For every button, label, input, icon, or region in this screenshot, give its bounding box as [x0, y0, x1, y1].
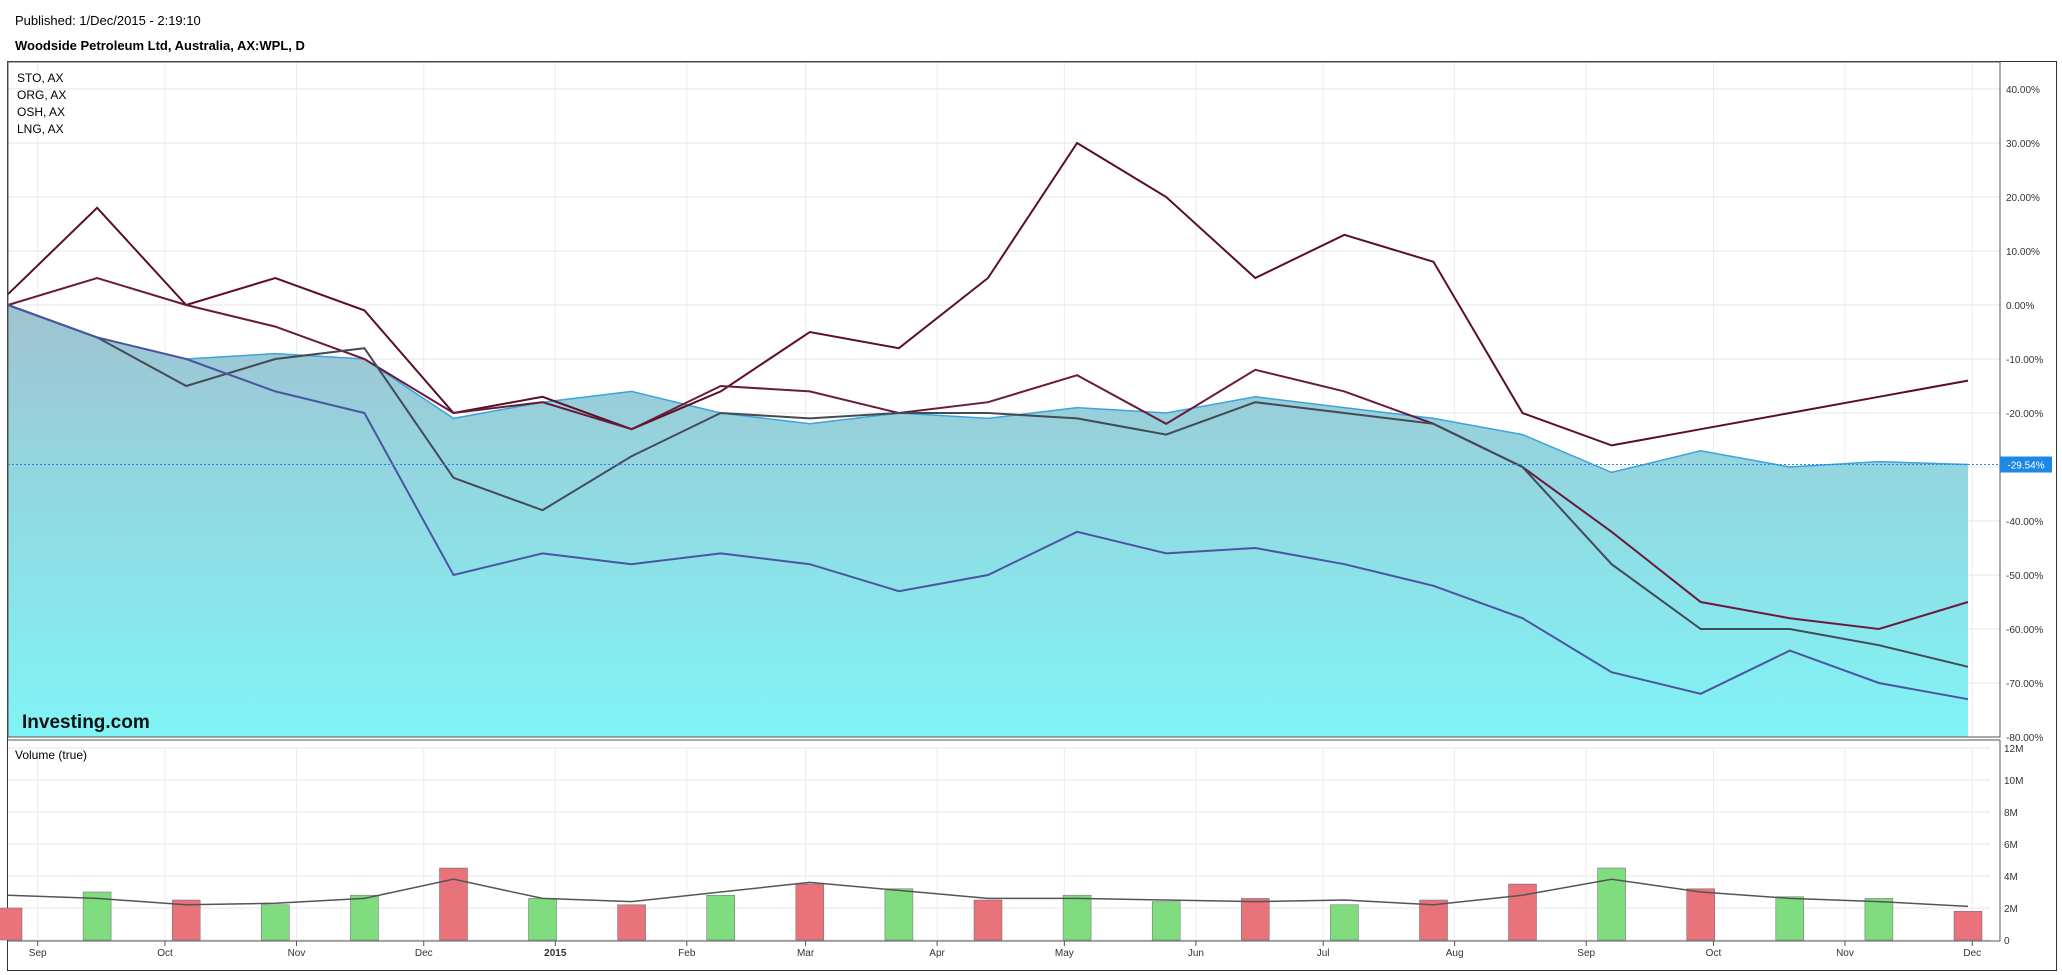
main-series-area [8, 305, 1968, 737]
volume-y-tick-label: 6M [2004, 840, 2018, 851]
y-tick-label: 0.00% [2006, 301, 2034, 312]
volume-bar [1508, 883, 1537, 941]
y-tick-label: 20.00% [2006, 193, 2040, 204]
x-tick-label: Oct [1706, 948, 1722, 959]
volume-bar [1151, 901, 1181, 941]
volume-bar [439, 867, 468, 941]
volume-moving-average [7, 878, 1969, 908]
volume-y-tick-label: 12M [2004, 744, 2023, 755]
y-tick-label: -40.00% [2006, 517, 2043, 528]
x-tick-label: Nov [288, 948, 306, 959]
x-tick-label: Aug [1446, 948, 1464, 959]
volume-bar [82, 891, 112, 941]
volume-y-tick-label: 2M [2004, 904, 2018, 915]
main-series-line [7, 304, 1969, 474]
volume-bar [0, 907, 23, 941]
volume-y-tick-label: 10M [2004, 776, 2023, 787]
y-tick-label: 30.00% [2006, 139, 2040, 150]
legend-item-osh: OSH, AX [17, 105, 65, 119]
y-tick-label: 10.00% [2006, 247, 2040, 258]
volume-bar [1330, 904, 1359, 941]
legend-item-sto: STO, AX [17, 71, 63, 85]
volume-bar [1241, 898, 1270, 941]
x-tick-label: Nov [1836, 948, 1854, 959]
volume-bar [171, 899, 201, 941]
x-tick-label: 2015 [544, 948, 567, 959]
x-tick-label: Sep [29, 948, 47, 959]
volume-bar [1419, 899, 1448, 941]
y-tick-label: -60.00% [2006, 625, 2043, 636]
series-line-osh [7, 304, 1969, 668]
x-tick-label: Feb [678, 948, 696, 959]
price-panel-border [7, 61, 2001, 738]
x-tick-label: Dec [415, 948, 433, 959]
volume-bar [528, 898, 557, 941]
last-value-label: -29.54% [2007, 461, 2044, 472]
volume-bar [795, 883, 825, 941]
volume-panel-title: Volume (true) [15, 748, 87, 762]
volume-bar [1686, 888, 1715, 941]
instrument-title: Woodside Petroleum Ltd, Australia, AX:WP… [15, 38, 305, 53]
x-tick-label: Sep [1577, 948, 1595, 959]
legend: STO, AX ORG, AX OSH, AX LNG, AX [17, 71, 66, 136]
last-value-badge [2000, 456, 2052, 473]
y-tick-label: -50.00% [2006, 571, 2043, 582]
volume-bar [1864, 898, 1894, 941]
volume-y-tick-label: 0 [2004, 936, 2010, 947]
y-tick-label: -80.00% [2006, 733, 2043, 744]
published-timestamp: Published: 1/Dec/2015 - 2:19:10 [15, 13, 201, 28]
series-line-sto [7, 141, 1969, 447]
x-tick-label: May [1055, 948, 1074, 959]
series-line-lng [7, 304, 1969, 701]
series-line-org [7, 276, 1969, 631]
axes: 40.00% 30.00% 20.00% 10.00% 0.00% -10.00% -20.… [7, 61, 2052, 959]
x-tick-label: Jun [1188, 948, 1204, 959]
volume-bar [261, 904, 290, 941]
main-series [7, 304, 1969, 737]
y-tick-label: 40.00% [2006, 85, 2040, 96]
volume-bar [973, 899, 1003, 941]
watermark: Investing.com [22, 712, 150, 733]
volume-bar [617, 904, 646, 941]
volume-y-tick-label: 8M [2004, 808, 2018, 819]
y-tick-label: -20.00% [2006, 409, 2043, 420]
volume-bar [884, 888, 914, 941]
volume-bar [350, 894, 379, 941]
volume-bar [706, 894, 735, 941]
x-tick-label: Jul [1317, 948, 1330, 959]
volume-y-tick-label: 4M [2004, 872, 2018, 883]
x-tick-label: Oct [157, 948, 173, 959]
volume-panel [0, 867, 1983, 941]
volume-bar [1953, 910, 1983, 941]
x-tick-label: Dec [1963, 948, 1981, 959]
volume-bar [1062, 894, 1092, 941]
x-tick-label: Apr [929, 948, 945, 959]
y-tick-label: -70.00% [2006, 679, 2043, 690]
legend-item-org: ORG, AX [17, 88, 66, 102]
investing-logo: Investing.com [22, 712, 150, 733]
x-tick-label: Mar [797, 948, 815, 959]
legend-item-lng: LNG, AX [17, 122, 64, 136]
comparison-series [7, 141, 1969, 701]
volume-bar [1775, 896, 1805, 941]
y-tick-label: -10.00% [2006, 355, 2043, 366]
